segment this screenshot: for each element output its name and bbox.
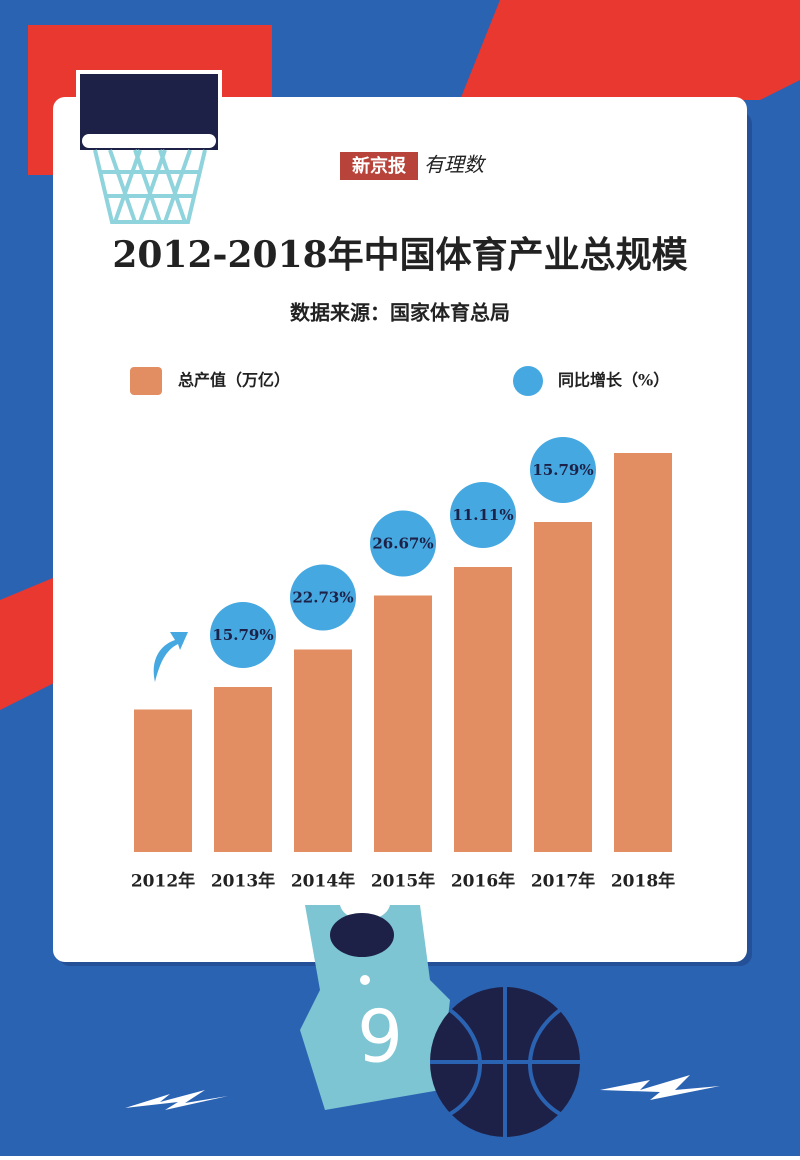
x-tick-label: 2012年 [131,871,195,892]
rim [82,134,216,148]
bar [294,649,352,852]
growth-label: 11.11% [452,506,513,524]
legend-label: 总产值（万亿） [178,371,290,390]
growth-bubble [290,564,356,631]
growth-bubble [370,510,436,577]
logo-box [340,152,418,180]
growth-bubble [210,602,276,668]
bar [614,453,672,852]
jersey [300,905,450,1110]
brand-name: 新京报 [352,155,406,177]
growth-label: 15.79% [532,461,593,479]
chart-title: 2012-2018年中国体育产业总规模 [112,234,687,276]
x-tick-label: 2013年 [211,871,275,892]
red-band [460,0,800,100]
spark [600,1075,720,1100]
brand-column: 有理数 [424,153,487,177]
jersey-collar [330,913,394,957]
bar [534,522,592,852]
chart-subtitle: 数据来源：国家体育总局 [290,301,510,325]
legend-swatch [513,366,543,396]
jersey-dot [360,975,370,985]
plot: 2012年 2013年 15.79% 2014年 22.73% 2015年 26.67% 20… [131,437,675,892]
x-tick-label: 2018年 [611,871,675,892]
x-tick-label: 2017年 [531,871,595,892]
bar [454,567,512,852]
growth-label: 15.79% [212,626,273,644]
x-tick-label: 2016年 [451,871,515,892]
growth-arrow [153,632,188,682]
net [93,149,207,224]
legend-label: 同比增长（%） [558,371,669,390]
bar [214,687,272,852]
bar [134,709,192,852]
x-tick-label: 2015年 [371,871,435,892]
legend-swatch [130,367,162,395]
growth-label: 22.73% [292,589,353,607]
spark [125,1090,228,1110]
bar [374,595,432,852]
ball-lines [430,987,580,1137]
growth-bubble [530,437,596,503]
jersey-number: 9 [357,995,403,1079]
x-tick-label: 2014年 [291,871,355,892]
growth-label: 26.67% [372,535,433,553]
red-band [0,575,60,710]
growth-bubble [450,482,516,548]
